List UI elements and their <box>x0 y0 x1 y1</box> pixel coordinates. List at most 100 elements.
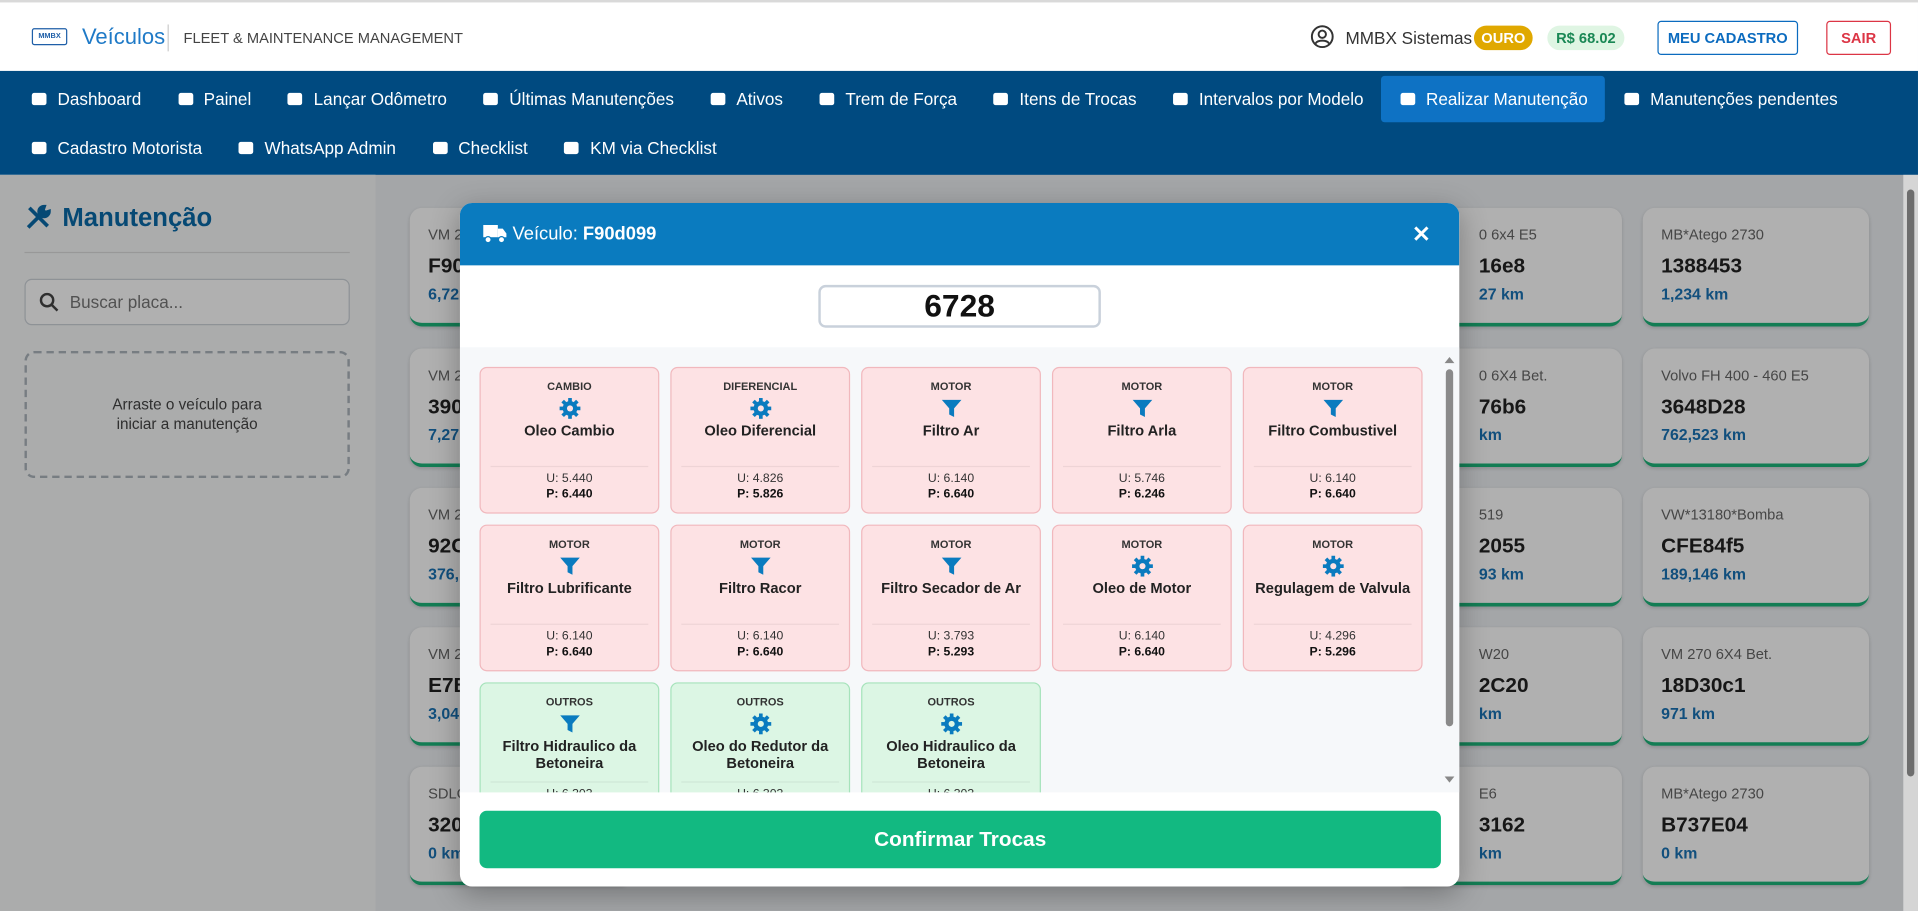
item-name: Oleo Hidraulico da Betoneira <box>886 737 1016 772</box>
nav-item[interactable]: Dashboard <box>12 76 158 122</box>
nav-item[interactable]: KM via Checklist <box>545 125 734 171</box>
maintenance-item[interactable]: MOTOR Regulagem de Valvula U: 4.296 P: 5.29… <box>1242 524 1423 672</box>
nav-item[interactable]: WhatsApp Admin <box>219 125 413 171</box>
nav-icon <box>993 92 1009 106</box>
item-separator <box>872 465 1030 468</box>
tools-icon <box>26 204 51 229</box>
item-last: U: 6.303 <box>862 787 1039 792</box>
vehicle-plate: 18D30c1 <box>1661 673 1746 697</box>
nav-item[interactable]: Ativos <box>691 76 800 122</box>
nav-item[interactable]: Intervalos por Modelo <box>1154 76 1381 122</box>
gear-icon <box>749 713 771 735</box>
app-title: Veículos <box>81 24 166 49</box>
nav-item[interactable]: Cadastro Motorista <box>12 125 219 171</box>
vehicle-km: 3,04 <box>428 704 460 723</box>
profile-button[interactable]: MEU CADASTRO <box>1657 20 1799 56</box>
maintenance-item[interactable]: MOTOR Oleo de Motor U: 6.140 P: 6.640 <box>1051 524 1232 672</box>
logout-button[interactable]: SAIR <box>1826 20 1892 56</box>
close-button[interactable] <box>1414 226 1429 241</box>
item-category: MOTOR <box>930 538 972 551</box>
sidebar: Manutenção Buscar placa... Arraste o veí… <box>0 174 376 911</box>
gear-icon <box>940 713 962 735</box>
filter-icon <box>1322 399 1343 417</box>
nav-icon <box>177 92 193 106</box>
nav-item[interactable]: Manutenções pendentes <box>1605 76 1855 122</box>
scroll-down[interactable] <box>1443 775 1455 785</box>
maintenance-item[interactable]: OUTROS Oleo do Redutor da Betoneira U: 6.3… <box>670 682 851 793</box>
dropzone[interactable]: Arraste o veículo para iniciar a manuten… <box>24 350 350 479</box>
nav-item[interactable]: Últimas Manutenções <box>464 76 691 122</box>
maintenance-item[interactable]: OUTROS Filtro Hidraulico da Betoneira U: 6… <box>479 682 660 793</box>
filter-icon <box>750 557 771 575</box>
item-category: MOTOR <box>739 538 781 551</box>
nav-item[interactable]: Itens de Trocas <box>974 76 1153 122</box>
divider <box>24 251 350 254</box>
nav-icon <box>31 92 47 106</box>
item-planned: P: 6.640 <box>927 487 975 502</box>
item-category: MOTOR <box>1312 538 1354 551</box>
vehicle-model: VM 2 <box>428 366 463 384</box>
navbar: Dashboard Painel Lançar Odômetro Últimas Ma… <box>0 70 1918 175</box>
vehicle-card[interactable]: MB*Atego 2730 B737E04 0 km <box>1642 766 1870 886</box>
item-category: OUTROS <box>545 695 593 709</box>
odometer-input[interactable]: 6728 <box>818 284 1101 328</box>
scroll-up[interactable] <box>1443 355 1455 365</box>
item-last: U: 4.826 <box>737 472 784 486</box>
items-area: CAMBIO Oleo Cambio U: 5.440 P: 6.440 DIFEREN… <box>459 347 1460 793</box>
maintenance-item[interactable]: CAMBIO Oleo Cambio U: 5.440 P: 6.440 <box>479 366 660 514</box>
nav-item[interactable]: Checklist <box>413 125 545 171</box>
nav-item[interactable]: Realizar Manutenção <box>1380 75 1605 123</box>
nav-label: Checklist <box>458 138 528 158</box>
maintenance-item[interactable]: OUTROS Oleo Hidraulico da Betoneira U: 6.3… <box>861 682 1041 793</box>
maintenance-item[interactable]: MOTOR Filtro Lubrificante U: 6.140 P: 6.640 <box>479 524 660 672</box>
maintenance-item[interactable]: MOTOR Filtro Racor U: 6.140 P: 6.640 <box>670 524 851 672</box>
vehicle-model: SDLG <box>428 785 469 803</box>
gear-icon <box>749 398 771 419</box>
item-separator <box>1253 465 1412 468</box>
item-last: U: 5.440 <box>546 472 593 486</box>
nav-icon <box>1173 92 1188 106</box>
item-icon <box>1244 397 1421 419</box>
nav-label: KM via Checklist <box>590 138 717 158</box>
dropzone-text: Arraste o veículo para iniciar a manuten… <box>112 396 262 433</box>
vehicle-km: 0 km <box>428 843 465 863</box>
item-separator <box>681 623 840 625</box>
item-icon <box>862 713 1039 735</box>
maintenance-item[interactable]: MOTOR Filtro Arla U: 5.746 P: 6.246 <box>1051 366 1232 514</box>
item-category: MOTOR <box>549 538 590 551</box>
vehicle-model: W20 <box>1478 645 1510 663</box>
vehicle-model: MB*Atego 2730 <box>1661 226 1764 244</box>
nav-item[interactable]: Lançar Odômetro <box>268 76 464 122</box>
item-icon <box>862 397 1039 419</box>
maintenance-item[interactable]: MOTOR Filtro Secador de Ar U: 3.793 P: 5.29… <box>861 524 1041 672</box>
vehicle-model: VM 2 <box>428 645 463 663</box>
item-icon <box>1053 555 1230 577</box>
nav-icon <box>31 141 47 155</box>
vehicle-model: MB*Atego 2730 <box>1661 785 1764 803</box>
item-name: Filtro Combustivel <box>1268 421 1398 439</box>
confirm-button[interactable]: Confirmar Trocas <box>479 810 1441 869</box>
maintenance-item[interactable]: DIFERENCIAL Oleo Diferencial U: 4.826 P: 5.… <box>670 366 851 514</box>
user-icon <box>1310 25 1334 49</box>
search-input[interactable]: Buscar placa... <box>24 278 350 326</box>
vehicle-card[interactable]: VW*13180*Bomba CFE84f5 189,146 km <box>1642 487 1870 607</box>
page-scrollbar <box>1903 174 1918 911</box>
vehicle-km: 93 km <box>1478 564 1524 584</box>
vehicle-card[interactable]: MB*Atego 2730 1388453 1,234 km <box>1642 207 1870 327</box>
maintenance-item[interactable]: MOTOR Filtro Combustivel U: 6.140 P: 6.640 <box>1242 366 1423 514</box>
item-name: Filtro Racor <box>719 579 802 597</box>
item-category: MOTOR <box>1312 380 1354 393</box>
item-name: Oleo Cambio <box>524 421 615 439</box>
filter-icon <box>559 715 580 733</box>
user-name: MMBX Sistemas <box>1345 28 1473 48</box>
nav-item[interactable]: Painel <box>158 76 268 122</box>
vehicle-card[interactable]: VM 270 6X4 Bet. 18D30c1 971 km <box>1642 627 1870 746</box>
item-name: Filtro Ar <box>922 421 980 439</box>
nav-icon <box>819 92 835 106</box>
nav-item[interactable]: Trem de Força <box>800 76 974 122</box>
vehicle-card[interactable]: Volvo FH 400 - 460 E5 3648D28 762,523 km <box>1642 348 1870 468</box>
truck-icon <box>483 224 507 244</box>
maintenance-item[interactable]: MOTOR Filtro Ar U: 6.140 P: 6.640 <box>861 366 1041 514</box>
